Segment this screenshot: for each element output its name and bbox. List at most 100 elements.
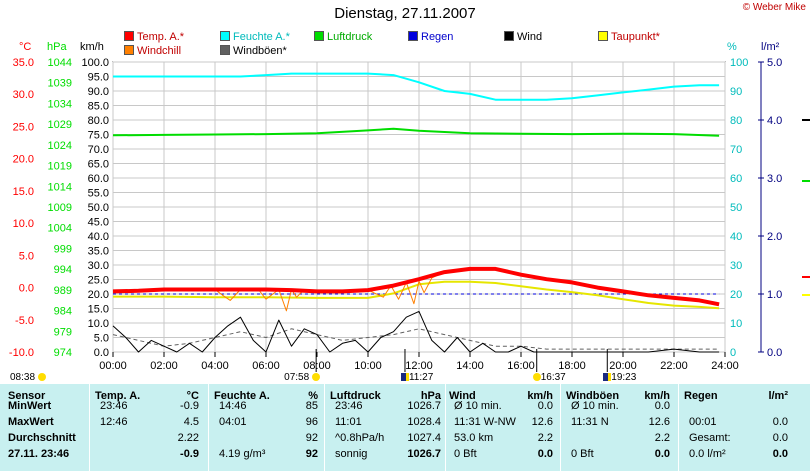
table-header-gust: Windböen [566, 390, 620, 402]
table-cell-temp-label: 12:46 [100, 416, 128, 428]
table-cell-humidity-value: 96 [305, 416, 318, 428]
moon-icon [400, 373, 409, 381]
table-cell-rain-value: 0.0 [772, 416, 788, 428]
legend-label: Windchill [137, 45, 182, 57]
table-cell-humidity-value: 92 [305, 448, 318, 460]
legend-swatch [124, 31, 134, 41]
table-cell-rain-value: 0.0 [772, 448, 788, 460]
table-cell-rain-label: 0.0 l/m² [689, 448, 726, 460]
table-cell-wind-value: 2.2 [537, 432, 553, 444]
humidity-axis-tick: 50 [730, 202, 742, 214]
x-tick-label: 16:00 [507, 360, 535, 372]
legend-item: Taupunkt* [598, 31, 660, 43]
humidity-axis-tick: 90 [730, 86, 742, 98]
rain-axis-tick: 5.0 [767, 57, 782, 69]
table-separator [89, 384, 90, 471]
legend-item: Windböen* [220, 45, 287, 57]
table-cell-temp-value: 2.22 [177, 432, 199, 444]
table-cell-pressure-label: sonnig [335, 448, 368, 460]
table-cell-rain-value: 0.0 [772, 432, 788, 444]
table-unit-gust: km/h [644, 390, 670, 402]
sun-icon [311, 373, 320, 381]
wind-axis-tick: 0.0 [94, 347, 109, 359]
table-header-rain: Regen [684, 390, 718, 402]
humidity-axis-tick: 40 [730, 231, 742, 243]
table-cell-gust-label: 0 Bft [571, 448, 594, 460]
x-tick-label: 14:00 [456, 360, 484, 372]
humidity-axis-tick: 80 [730, 115, 742, 127]
table-header-temp: Temp. A. [95, 390, 141, 402]
x-tick-label: 08:00 [303, 360, 331, 372]
event-time: 08:38 [10, 372, 36, 383]
temp-unit-label: °C [19, 41, 31, 53]
table-unit-wind: km/h [527, 390, 553, 402]
table-cell-temp-value: -0.9 [180, 448, 199, 460]
x-tick-label: 22:00 [660, 360, 688, 372]
table-cell-pressure-value: 1026.7 [407, 448, 441, 460]
temp-axis-tick: 5.0 [19, 250, 34, 262]
table-cell-wind-label: 53.0 km [454, 432, 494, 444]
humidity-axis-tick: 10 [730, 318, 742, 330]
temp-axis-tick: 25.0 [13, 121, 34, 133]
x-tick-label: 10:00 [354, 360, 382, 372]
temp-axis-tick: -5.0 [15, 315, 34, 327]
table-row-label: 27.11. 23:46 [8, 448, 70, 460]
event-item: 08:38 [10, 372, 46, 383]
table-unit-humidity: % [308, 390, 318, 402]
table-cell-humidity-label: 14:46 [219, 400, 247, 412]
event-time: 16:37 [540, 372, 566, 383]
table-header-pressure: Luftdruck [330, 390, 381, 402]
weather-chart: 00:00 02:00 04:00 06:00 08:00 10:00 12:00 14:00… [9, 41, 810, 372]
table-cell-temp-value: -0.9 [180, 400, 199, 412]
table-cell-temp-label: 23:46 [100, 400, 128, 412]
table-cell-wind-value: 0.0 [537, 400, 553, 412]
wind-axis-tick: 75.0 [88, 130, 109, 142]
legend-swatch [408, 31, 418, 41]
temp-axis-tick: 10.0 [13, 218, 34, 230]
sun-icon [532, 373, 541, 381]
table-cell-wind-value: 12.6 [531, 416, 553, 428]
wind-axis-tick: 30.0 [88, 260, 109, 272]
rain-unit-label: l/m² [761, 41, 780, 53]
wind-axis-tick: 100.0 [81, 57, 109, 69]
rain-axis-tick: 1.0 [767, 289, 782, 301]
sun-moon-events: 08:38 07:58 11:27 16:37 19:23 [0, 372, 810, 384]
humidity-axis-tick: 100 [730, 57, 748, 69]
table-cell-humidity-label: 4.19 g/m³ [219, 448, 266, 460]
table-row-label: Durchschnitt [8, 432, 76, 444]
table-cell-pressure-label: 11:01 [335, 416, 362, 428]
pressure-axis-tick: 1039 [48, 78, 72, 90]
series-line-feuchtea [113, 72, 720, 101]
pressure-axis-tick: 1024 [48, 140, 72, 152]
legend-item: Windchill [124, 45, 181, 57]
wind-axis-tick: 35.0 [88, 246, 109, 258]
table-cell-gust-value: 12.6 [648, 416, 670, 428]
legend-swatch [598, 31, 608, 41]
table-cell-gust-label: Ø 10 min. [571, 400, 619, 412]
wind-axis-tick: 80.0 [88, 115, 109, 127]
table-header-wind: Wind [449, 390, 476, 402]
pressure-axis-tick: 974 [54, 347, 72, 359]
table-cell-pressure-label: ^0.8hPa/h [335, 432, 385, 444]
wind-axis-tick: 85.0 [88, 101, 109, 113]
temp-axis-tick: 20.0 [13, 154, 34, 166]
legend-label: Regen [421, 31, 454, 43]
wind-axis-tick: 5.0 [94, 333, 109, 345]
copyright-text: © Weber Mike [742, 2, 806, 13]
series-line-wind [112, 310, 720, 353]
table-separator [445, 384, 446, 471]
pressure-axis-tick: 1004 [48, 223, 72, 235]
table-cell-humidity-value: 85 [305, 400, 318, 412]
temp-axis-tick: 35.0 [13, 57, 34, 69]
x-tick-label: 24:00 [711, 360, 739, 372]
x-tick-label: 18:00 [558, 360, 586, 372]
pressure-axis-tick: 1034 [48, 98, 72, 110]
table-separator [560, 384, 561, 471]
wind-axis-tick: 65.0 [88, 159, 109, 171]
series-line-tempa [112, 266, 720, 307]
legend-swatch [504, 31, 514, 41]
series-line-taupunkt [113, 280, 720, 310]
temp-axis-tick: 15.0 [13, 186, 34, 198]
temp-axis-tick: 30.0 [13, 89, 34, 101]
legend-swatch [220, 31, 230, 41]
